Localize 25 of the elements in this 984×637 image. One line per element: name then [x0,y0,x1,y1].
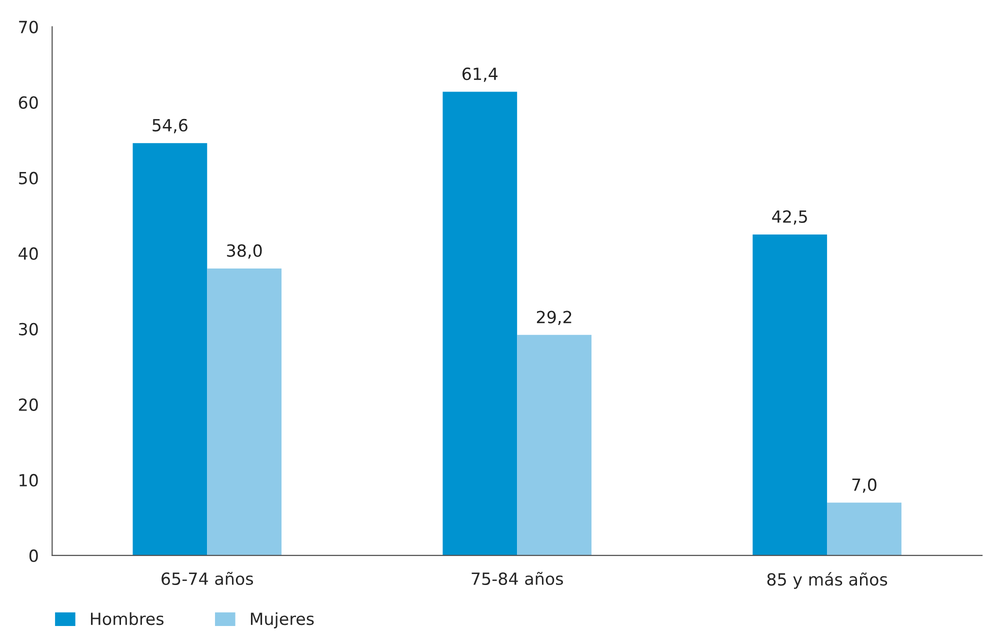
data-label: 38,0 [227,244,262,259]
bar [752,234,828,556]
x-tick-label: 85 y más años [767,572,888,589]
bar [132,143,208,556]
y-tick-label: 70 [19,20,38,34]
y-tick-label: 30 [19,322,38,336]
bar [207,268,282,556]
data-label: 7,0 [852,478,876,493]
data-label: 54,6 [152,118,188,134]
x-tick-label: 75-84 años [472,572,563,586]
legend-label: Hombres [90,612,164,626]
data-label: 29,2 [536,310,572,326]
y-tick-label: 60 [18,96,38,109]
y-tick-label: 20 [18,398,38,411]
y-tick-label: 40 [18,247,38,260]
legend-label: Mujeres [250,612,314,628]
x-tick-label: 65-74 años [162,572,254,586]
data-label: 42,5 [772,210,807,225]
y-tick-label: 10 [20,474,38,487]
y-tick-label: 50 [19,172,38,184]
bar [442,92,518,556]
bar [517,334,592,556]
data-label: 61,4 [462,68,498,82]
y-tick-label: 0 [29,549,38,562]
bar [827,502,902,556]
